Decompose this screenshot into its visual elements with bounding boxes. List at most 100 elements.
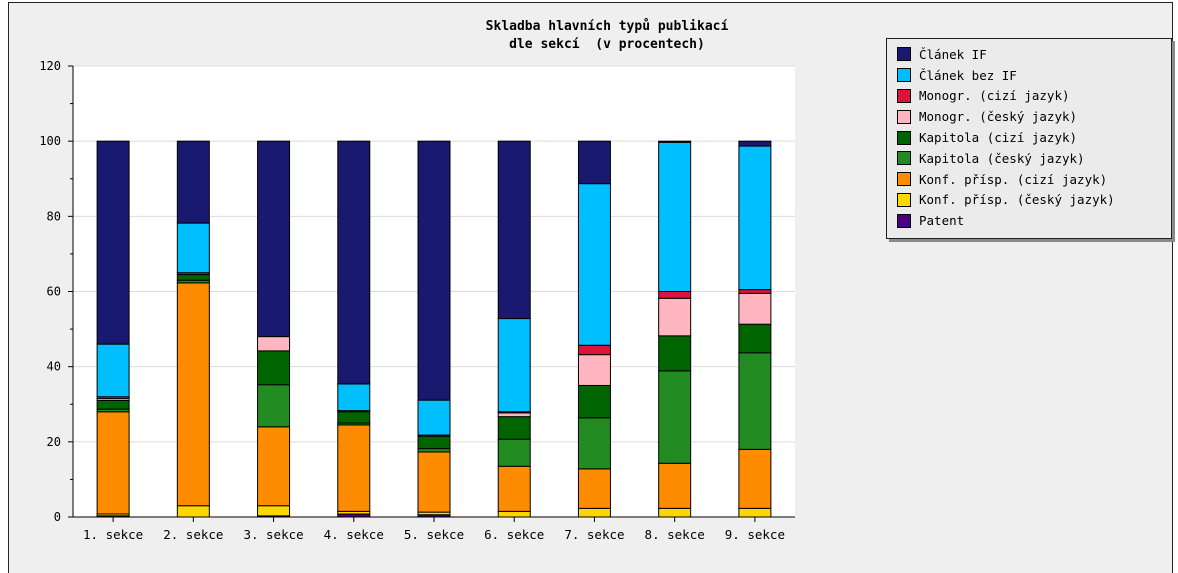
bar-segment (577, 344, 611, 356)
legend-item: Monogr. (cizí jazyk) (887, 86, 1171, 107)
legend-label: Kapitola (cizí jazyk) (919, 130, 1078, 146)
bar-segment (738, 352, 772, 450)
legend-label: Kapitola (český jazyk) (919, 150, 1085, 166)
legend-item: Patent (887, 210, 1171, 231)
bar-segment (658, 462, 692, 509)
bar-segment (337, 424, 371, 512)
legend-label: Konf. přísp. (český jazyk) (919, 192, 1115, 208)
bar-segment (257, 140, 291, 338)
bar-segment (176, 282, 210, 507)
bar-segment (738, 323, 772, 354)
bar-segment (658, 141, 692, 292)
legend-swatch (897, 130, 911, 145)
legend-item: Článek bez IF (887, 65, 1171, 86)
legend: Článek IF Článek bez IF Monogr. (cizí jazy… (886, 38, 1172, 239)
bar-segment (497, 465, 531, 512)
chart-frame: 0 20 40 60 80 100 120 1. sekce 2. sekce 3. sekce 4… (8, 2, 1173, 573)
legend-label: Patent (919, 213, 965, 229)
legend-swatch (897, 47, 911, 62)
legend-swatch (897, 172, 911, 187)
bar-segment (176, 274, 210, 281)
bar-segment (658, 335, 692, 372)
bar-segment (738, 145, 772, 291)
bar-segment (417, 399, 451, 436)
x-tick-label: 3. sekce (243, 527, 303, 542)
bar-segment (577, 417, 611, 470)
y-tick-label: 120 (39, 59, 61, 73)
x-tick-label: 8. sekce (645, 527, 705, 542)
bar-segment (658, 291, 692, 299)
bar-segment (257, 426, 291, 507)
y-tick-label: 80 (47, 209, 61, 223)
y-tick-label: 100 (39, 134, 61, 148)
bar-segment (497, 510, 531, 518)
legend-item: Článek IF (887, 44, 1171, 65)
legend-item: Kapitola (český jazyk) (887, 148, 1171, 169)
bar-segment (417, 140, 451, 401)
bar-segment (96, 140, 130, 345)
bar-segment (577, 384, 611, 419)
bar-segment (176, 505, 210, 518)
legend-item: Kapitola (cizí jazyk) (887, 127, 1171, 148)
legend-swatch (897, 88, 911, 103)
legend-swatch (897, 68, 911, 83)
bar-segment (96, 343, 130, 398)
bar-segment (738, 140, 772, 147)
bar-segment (738, 292, 772, 325)
bar-segment (176, 140, 210, 224)
bars (96, 140, 772, 518)
y-tick-label: 20 (47, 435, 61, 449)
bar-segment (417, 435, 451, 450)
bar-segment (658, 297, 692, 337)
chart-title: Skladba hlavních typů publikací (486, 19, 729, 34)
bar-segment (577, 507, 611, 518)
x-tick-label: 5. sekce (404, 527, 464, 542)
chart-subtitle: dle sekcí (v procentech) (509, 37, 705, 52)
x-tick-label: 9. sekce (725, 527, 785, 542)
bar-segment (738, 289, 772, 294)
bar-segment (577, 183, 611, 346)
y-tick-label: 40 (47, 360, 61, 374)
legend-item: Monogr. (český jazyk) (887, 106, 1171, 127)
x-tick-label: 2. sekce (163, 527, 223, 542)
legend-label: Konf. přísp. (cizí jazyk) (919, 171, 1108, 187)
legend-label: Monogr. (cizí jazyk) (919, 88, 1070, 104)
legend-label: Článek bez IF (919, 67, 1017, 83)
y-tick-label: 0 (54, 510, 61, 524)
bar-segment (738, 507, 772, 518)
bar-segment (257, 505, 291, 517)
bar-segment (96, 411, 130, 515)
bar-segment (738, 448, 772, 509)
x-tick-label: 4. sekce (324, 527, 384, 542)
bar-segment (417, 448, 451, 453)
legend-label: Monogr. (český jazyk) (919, 109, 1078, 125)
legend-item: Konf. přísp. (cizí jazyk) (887, 169, 1171, 190)
bar-segment (658, 507, 692, 518)
bar-segment (96, 399, 130, 410)
bar-segment (257, 336, 291, 352)
legend-swatch (897, 192, 911, 207)
legend-label: Článek IF (919, 46, 987, 62)
bar-segment (658, 140, 692, 143)
bar-segment (497, 438, 531, 467)
bar-segment (577, 354, 611, 386)
legend-swatch (897, 151, 911, 166)
bar-segment (497, 318, 531, 413)
legend-item: Konf. přísp. (český jazyk) (887, 190, 1171, 211)
y-tick-label: 60 (47, 285, 61, 299)
bar-segment (417, 451, 451, 513)
bar-segment (577, 468, 611, 509)
bar-segment (497, 416, 531, 440)
bar-segment (337, 383, 371, 412)
x-tick-label: 7. sekce (564, 527, 624, 542)
x-tick-label: 6. sekce (484, 527, 544, 542)
bar-segment (497, 412, 531, 418)
bar-segment (337, 140, 371, 385)
bar-segment (658, 370, 692, 464)
legend-swatch (897, 109, 911, 124)
x-tick-label: 1. sekce (83, 527, 143, 542)
stacked-bar-chart: 0 20 40 60 80 100 120 1. sekce 2. sekce 3. sekce 4… (39, 19, 795, 542)
bar-segment (257, 384, 291, 428)
bar-segment (577, 140, 611, 185)
legend-swatch (897, 213, 911, 228)
